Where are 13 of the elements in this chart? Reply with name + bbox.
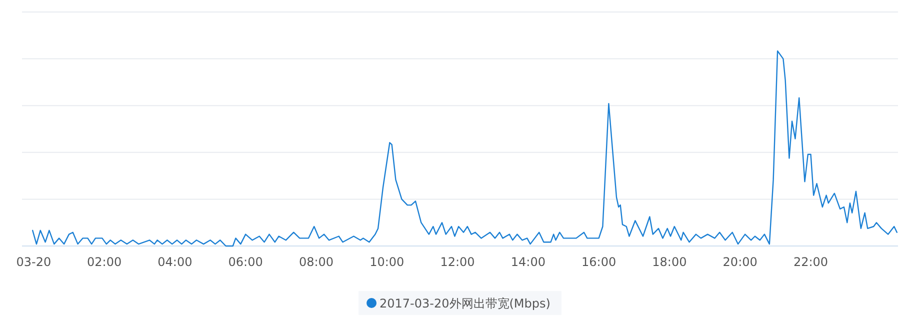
x-tick-label: 02:00	[87, 255, 122, 269]
x-tick-label: 20:00	[722, 255, 758, 269]
x-tick-label: 16:00	[582, 255, 616, 269]
x-tick-label: 08:00	[298, 255, 334, 269]
x-tick-label: 12:00	[440, 255, 475, 269]
x-tick-label: 04:00	[158, 255, 192, 269]
x-tick-label: 10:00	[370, 255, 404, 269]
x-tick-label: 14:00	[510, 255, 546, 269]
x-tick-label: 03-20	[16, 255, 52, 269]
legend-label: 2017-03-20外网出带宽(Mbps)	[380, 296, 550, 310]
x-tick-label: 22:00	[793, 255, 828, 269]
x-tick-label: 06:00	[228, 255, 263, 269]
x-tick-label: 18:00	[652, 255, 687, 269]
